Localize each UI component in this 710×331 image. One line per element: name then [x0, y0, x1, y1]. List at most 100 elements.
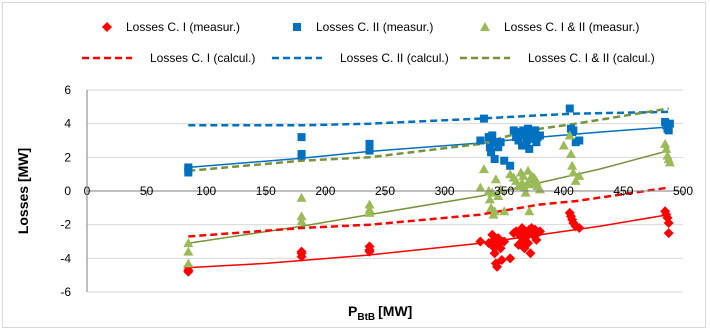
- legend-label: Losses C. II (calcul.): [340, 51, 449, 65]
- data-point: [183, 258, 194, 268]
- data-point: [505, 253, 516, 264]
- data-point: [487, 187, 498, 197]
- data-point: [531, 126, 540, 135]
- x-tick-label: 150: [256, 184, 276, 198]
- data-point: [489, 248, 500, 259]
- x-axis-title-main: P: [348, 303, 357, 319]
- data-point: [565, 104, 574, 113]
- data-point: [297, 151, 306, 160]
- legend-label: Losses C. I (calcul.): [150, 51, 255, 65]
- y-tick-label: 0: [64, 184, 71, 198]
- data-point: [506, 161, 515, 170]
- data-point: [574, 223, 585, 234]
- data-point: [500, 156, 509, 165]
- data-point: [476, 136, 485, 145]
- x-tick-label: 400: [554, 184, 574, 198]
- data-point: [364, 199, 375, 209]
- data-point: [574, 170, 585, 180]
- data-point: [564, 130, 575, 140]
- y-tick-label: 4: [64, 117, 71, 131]
- data-point: [296, 211, 307, 221]
- x-tick-label: 450: [613, 184, 633, 198]
- data-point: [365, 146, 374, 155]
- data-point: [569, 126, 578, 135]
- data-point: [475, 236, 486, 247]
- grid-layer: [87, 89, 683, 293]
- trend-line: [188, 213, 669, 269]
- trend-line: [188, 126, 669, 169]
- data-point: [664, 157, 675, 167]
- data-point: [296, 192, 307, 202]
- x-tick-label: 500: [673, 184, 693, 198]
- data-point: [494, 143, 503, 152]
- x-tick-label: 300: [435, 184, 455, 198]
- data-point: [479, 114, 488, 123]
- data-point: [183, 266, 194, 277]
- calc-line-layer: [188, 107, 669, 238]
- legend-label: Losses C. I & II (measur.): [504, 20, 639, 34]
- y-tick-label: -6: [60, 285, 71, 299]
- x-tick-label: 350: [494, 184, 514, 198]
- axis-layer: -6-4-20246050100150200250300350400450500: [60, 83, 693, 299]
- legend-label: Losses C. I & II (calcul.): [528, 51, 655, 65]
- x-tick-label: 200: [315, 184, 335, 198]
- y-tick-label: -4: [60, 251, 71, 265]
- data-point: [567, 160, 578, 170]
- x-axis-title: PBtB [MW]: [348, 303, 412, 323]
- legend-marker: [480, 22, 490, 31]
- data-point: [492, 261, 503, 272]
- data-point: [514, 136, 523, 145]
- data-point: [296, 216, 307, 226]
- data-point: [523, 165, 534, 175]
- data-point: [525, 248, 536, 259]
- data-point: [489, 138, 498, 147]
- data-point: [296, 251, 307, 262]
- data-point: [558, 140, 569, 150]
- data-point: [575, 136, 584, 145]
- x-axis-title-subscript: BtB: [357, 312, 375, 323]
- trend-line: [188, 149, 669, 244]
- chart-frame: [2, 2, 706, 328]
- legend-label: Losses C. I (measur.): [126, 20, 240, 34]
- data-point: [499, 206, 510, 216]
- data-point: [523, 238, 534, 249]
- data-point: [531, 175, 542, 185]
- x-tick-label: 100: [196, 184, 216, 198]
- legend: Losses C. I (measur.) Losses C. II (measu…: [82, 20, 655, 65]
- data-point: [484, 194, 495, 204]
- data-point: [570, 175, 581, 185]
- data-point: [496, 255, 507, 266]
- data-point: [524, 124, 533, 133]
- x-tick-label: 50: [140, 184, 154, 198]
- data-point: [489, 206, 500, 216]
- data-point: [534, 226, 545, 237]
- data-point: [520, 187, 531, 197]
- data-point: [493, 191, 504, 201]
- data-point: [495, 243, 506, 254]
- data-point: [496, 138, 505, 147]
- x-tick-label: 250: [375, 184, 395, 198]
- data-point: [520, 129, 529, 138]
- data-point: [565, 148, 576, 158]
- calc-line: [188, 110, 669, 127]
- data-point: [524, 206, 535, 216]
- data-point: [490, 155, 499, 164]
- data-point: [364, 246, 375, 257]
- data-point: [535, 131, 544, 140]
- data-point: [661, 143, 672, 153]
- data-point: [531, 234, 542, 245]
- data-point: [475, 182, 486, 192]
- data-point: [527, 134, 536, 143]
- data-point: [663, 228, 674, 239]
- data-point: [664, 126, 673, 135]
- data-point: [663, 217, 674, 228]
- y-tick-label: 2: [64, 150, 71, 164]
- data-point: [183, 238, 194, 248]
- data-point: [665, 119, 674, 128]
- data-point: [522, 136, 531, 145]
- y-axis-title: Losses [MW]: [15, 148, 31, 234]
- data-point: [488, 131, 497, 140]
- data-point: [490, 174, 501, 184]
- data-point: [478, 164, 489, 174]
